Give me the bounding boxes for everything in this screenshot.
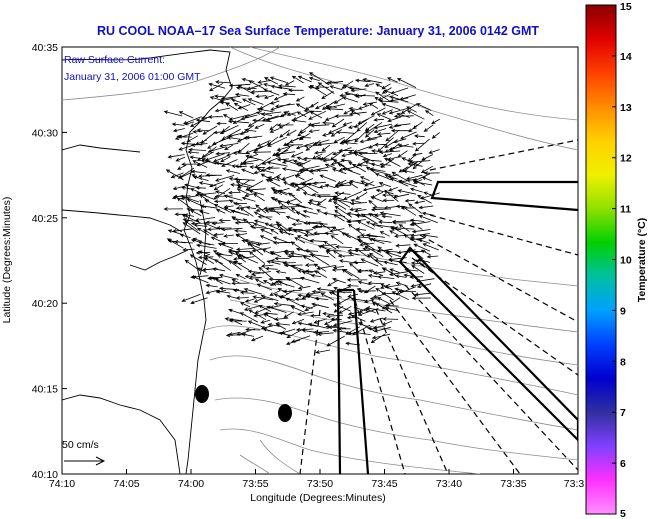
colorbar-label: Temperature (°C) [636,218,648,303]
colorbar-tick-label: 15 [620,1,632,13]
y-tick-label: 40:10 [32,469,58,481]
colorbar-tick-label: 5 [620,508,626,519]
colorbar-tick-label: 14 [620,51,632,63]
current-label-line1: Raw Surface Current: [64,54,165,66]
x-tick-label: 74:05 [113,478,139,490]
x-tick-label: 73:40 [436,478,462,490]
colorbar-tick-label: 9 [620,305,626,317]
colorbar: 15 14 13 12 11 10 9 8 7 6 5 Temperature (°C) [585,1,648,519]
scale-vector: 50 cm/s [62,439,106,466]
surface-current-vectors [163,72,440,354]
x-tick-label: 73:55 [242,478,268,490]
scale-arrowhead [95,456,106,466]
x-tick-label: 73:35 [500,478,526,490]
colorbar-bar [585,4,617,515]
x-tick-label: 73:45 [371,478,397,490]
y-tick-label: 40:35 [32,42,58,54]
coastline [62,49,233,474]
x-axis-label: Longitude (Degrees:Minutes) [250,492,385,504]
y-tick-label: 40:30 [32,127,58,139]
x-axis-ticks: 74:10 74:05 74:00 73:55 73:50 73:45 73:40 73:35… [49,469,585,490]
colorbar-tick-label: 8 [620,356,626,368]
y-tick-label: 40:25 [32,213,58,225]
plot-area: Raw Surface Current: January 31, 2006 01… [32,42,585,490]
radar-sector-outlines [336,180,578,474]
y-tick-label: 40:15 [32,384,58,396]
colorbar-tick-label: 11 [620,204,631,216]
colorbar-tick-label: 6 [620,458,626,470]
current-vector-set [163,72,440,354]
y-axis-label: Latitude (Degrees:Minutes) [1,197,13,324]
map-title: RU COOL NOAA–17 Sea Surface Temperature:… [97,24,539,38]
x-tick-label: 74:00 [178,478,204,490]
current-label-line2: January 31, 2006 01:00 GMT [64,71,201,83]
colorbar-tick-label: 7 [620,407,626,419]
plot-frame [61,46,579,475]
colorbar-tick-label: 12 [620,153,632,165]
x-tick-label: 74:10 [49,478,75,490]
station-marker [195,385,209,403]
station-marker [278,404,292,422]
colorbar-tick-label: 13 [620,102,632,114]
scale-label: 50 cm/s [62,439,99,451]
colorbar-tick-label: 10 [620,255,632,267]
x-tick-label: 73:50 [307,478,333,490]
y-axis-ticks: 40:35 40:30 40:25 40:20 40:15 40:10 [32,42,67,481]
colorbar-ticks: 15 14 13 12 11 10 9 8 7 6 5 [612,1,632,519]
y-tick-label: 40:20 [32,298,58,310]
x-tick-label: 73:3 [564,478,585,490]
